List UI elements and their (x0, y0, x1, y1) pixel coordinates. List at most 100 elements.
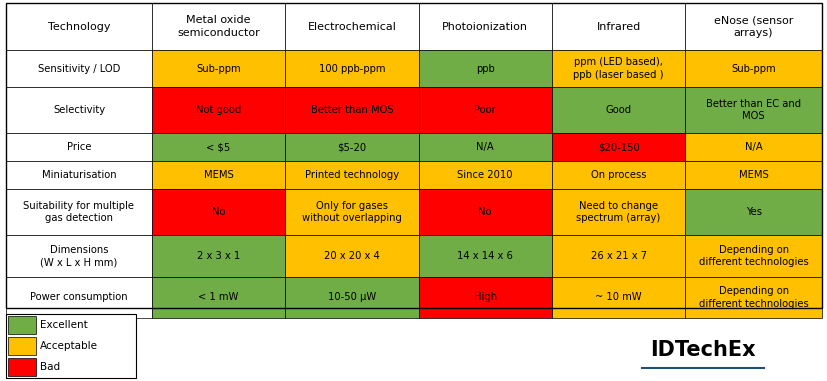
Bar (552, 235, 685, 277)
Text: Poor: Poor (474, 105, 495, 115)
Text: IDTechEx: IDTechEx (649, 340, 755, 360)
Text: Sub-ppm: Sub-ppm (196, 64, 241, 74)
Text: Depending on
different technologies: Depending on different technologies (698, 245, 807, 267)
Text: Yes: Yes (745, 207, 761, 217)
Bar (151, 277, 284, 318)
Text: Better than MOS: Better than MOS (310, 105, 393, 115)
Text: eNose (sensor
arrays): eNose (sensor arrays) (713, 15, 792, 38)
Text: ppb: ppb (476, 64, 494, 74)
Bar (552, 50, 685, 87)
Text: Acceptable: Acceptable (40, 341, 98, 351)
Text: Not good: Not good (196, 105, 241, 115)
Bar (6, 277, 151, 318)
Bar (6, 87, 151, 133)
Bar (685, 189, 821, 235)
Text: Miniaturisation: Miniaturisation (41, 170, 116, 180)
Bar (284, 235, 418, 277)
Bar (284, 133, 418, 161)
Bar (685, 133, 821, 161)
Text: 14 x 14 x 6: 14 x 14 x 6 (457, 251, 513, 261)
Text: < $5: < $5 (206, 142, 231, 152)
Bar (418, 277, 552, 318)
Bar (418, 235, 552, 277)
Text: Since 2010: Since 2010 (457, 170, 513, 180)
Bar (151, 161, 284, 189)
Bar (418, 3, 552, 50)
Text: Photoionization: Photoionization (442, 21, 528, 32)
Text: Excellent: Excellent (40, 320, 88, 330)
Bar (6, 189, 151, 235)
Text: MEMS: MEMS (738, 170, 767, 180)
Text: 20 x 20 x 4: 20 x 20 x 4 (323, 251, 380, 261)
Bar (6, 161, 151, 189)
Bar (685, 50, 821, 87)
Bar (284, 189, 418, 235)
Text: Suitability for multiple
gas detection: Suitability for multiple gas detection (23, 201, 134, 223)
Text: MEMS: MEMS (203, 170, 233, 180)
Bar (418, 50, 552, 87)
Bar (6, 3, 151, 50)
Text: $20-150: $20-150 (597, 142, 638, 152)
Bar (151, 50, 284, 87)
Bar (6, 50, 151, 87)
Bar (284, 87, 418, 133)
Bar (151, 3, 284, 50)
Text: Selectivity: Selectivity (53, 105, 105, 115)
Bar (685, 235, 821, 277)
Text: Printed technology: Printed technology (304, 170, 399, 180)
Text: Sub-ppm: Sub-ppm (730, 64, 775, 74)
Bar (552, 161, 685, 189)
Text: No: No (478, 207, 491, 217)
Text: Depending on
different technologies: Depending on different technologies (698, 286, 807, 309)
Bar (418, 133, 552, 161)
Bar (552, 3, 685, 50)
Text: 26 x 21 x 7: 26 x 21 x 7 (590, 251, 646, 261)
Text: Need to change
spectrum (array): Need to change spectrum (array) (576, 201, 660, 223)
Bar (418, 189, 552, 235)
Text: Metal oxide
semiconductor: Metal oxide semiconductor (177, 15, 260, 38)
Bar (151, 87, 284, 133)
Text: On process: On process (590, 170, 646, 180)
Bar (151, 235, 284, 277)
Text: < 1 mW: < 1 mW (198, 293, 238, 303)
Bar (284, 50, 418, 87)
Text: Better than EC and
MOS: Better than EC and MOS (705, 99, 801, 121)
Text: $5-20: $5-20 (337, 142, 366, 152)
Text: N/A: N/A (743, 142, 762, 152)
Bar (552, 87, 685, 133)
Text: Price: Price (67, 142, 91, 152)
Text: 2 x 3 x 1: 2 x 3 x 1 (197, 251, 240, 261)
Text: Bad: Bad (40, 362, 60, 372)
Text: No: No (212, 207, 225, 217)
Bar (685, 3, 821, 50)
Text: N/A: N/A (476, 142, 494, 152)
Bar (284, 277, 418, 318)
Text: High: High (473, 293, 496, 303)
Bar (284, 3, 418, 50)
Bar (552, 277, 685, 318)
Bar (552, 189, 685, 235)
Bar (6, 133, 151, 161)
Text: Only for gases
without overlapping: Only for gases without overlapping (302, 201, 401, 223)
Bar (284, 161, 418, 189)
Bar (6, 3, 821, 308)
Bar (685, 87, 821, 133)
Text: Power consumption: Power consumption (30, 293, 127, 303)
Text: Electrochemical: Electrochemical (307, 21, 396, 32)
Bar (8, 316, 36, 334)
Text: ppm (LED based),
ppb (laser based ): ppm (LED based), ppb (laser based ) (572, 57, 663, 80)
Text: Good: Good (605, 105, 631, 115)
Bar (685, 277, 821, 318)
Bar (6, 235, 151, 277)
Bar (151, 133, 284, 161)
Text: 10-50 μW: 10-50 μW (327, 293, 375, 303)
Text: Sensitivity / LOD: Sensitivity / LOD (38, 64, 120, 74)
Bar (8, 358, 36, 376)
Bar (8, 337, 36, 355)
Text: Infrared: Infrared (595, 21, 640, 32)
Bar (418, 87, 552, 133)
Bar (151, 189, 284, 235)
Text: Technology: Technology (48, 21, 110, 32)
Text: ~ 10 mW: ~ 10 mW (595, 293, 641, 303)
Bar (6, 314, 136, 378)
